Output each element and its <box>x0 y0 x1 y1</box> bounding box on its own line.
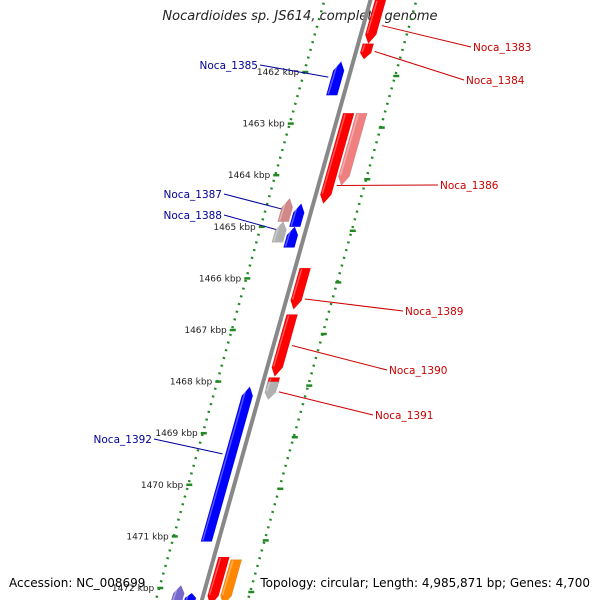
gene-label: Noca_1386 <box>440 180 499 192</box>
gene-label: Noca_1388 <box>164 210 222 222</box>
ruler-tick-label: 1466 kbp <box>199 274 242 284</box>
gene-label: Noca_1383 <box>473 42 531 54</box>
gene-noca-1383 <box>365 0 387 45</box>
gene-unlabeled-highlight <box>172 586 179 600</box>
gene-label-leader <box>153 438 223 455</box>
gene-label: Noca_1385 <box>200 60 258 72</box>
gene-noca-1392 <box>200 386 254 542</box>
gene-unlabeled-highlight <box>221 560 234 596</box>
gene-noca-1386-highlight <box>321 114 346 194</box>
gene-unlabeled <box>271 221 287 243</box>
gene-unlabeled <box>338 113 368 187</box>
gene-label: Noca_1389 <box>405 306 463 318</box>
gene-noca-1391 <box>264 381 280 401</box>
gene-unlabeled-highlight <box>208 557 222 596</box>
ruler-tick-label: 1463 kbp <box>242 120 285 130</box>
genome-info-text: Topology: circular; Length: 4,985,871 bp… <box>260 576 590 590</box>
gene-label: Noca_1390 <box>389 365 447 377</box>
gene-label-leader <box>278 391 374 416</box>
gene-label: Noca_1392 <box>94 434 152 446</box>
gene-noca-1388-highlight <box>284 227 292 247</box>
gene-noca-1385-highlight <box>327 62 339 95</box>
gene-noca-1387-highlight <box>290 204 299 227</box>
gene-unlabeled <box>220 559 243 600</box>
gene-label-leader <box>223 214 285 233</box>
gene-label: Noca_1384 <box>466 75 525 87</box>
gene-noca-1384 <box>359 43 375 60</box>
ruler-tick-label: 1464 kbp <box>228 171 271 181</box>
gene-unlabeled <box>171 584 185 600</box>
gene-label-leader <box>291 344 388 371</box>
gene-noca-1389-highlight <box>291 268 303 300</box>
gene-label-leader <box>374 50 465 81</box>
accession-text: Accession: NC_008699 <box>9 576 146 590</box>
gene-noca-1389 <box>290 267 311 310</box>
gene-label: Noca_1387 <box>164 189 222 201</box>
ruler-tick-label: 1468 kbp <box>170 378 213 388</box>
gene-label-leader <box>223 193 291 212</box>
ruler-tick-label: 1469 kbp <box>155 429 198 439</box>
gene-noca-1384-highlight <box>361 44 366 53</box>
gene-noca-1386 <box>320 113 355 205</box>
gene-label-leader <box>336 184 439 187</box>
gene-unlabeled-highlight <box>273 222 281 242</box>
gene-unlabeled <box>184 592 197 600</box>
ruler-dotted-line-left <box>154 0 326 600</box>
gene-unlabeled <box>207 556 230 600</box>
gene-unlabeled-highlight <box>185 593 190 600</box>
gene-label-leader <box>259 64 329 78</box>
gene-noca-1385 <box>325 61 345 96</box>
gene-label-leader <box>304 298 404 312</box>
ruler-tick-label: 1472 kbp <box>112 584 155 594</box>
gene-noca-1392-highlight <box>202 387 248 541</box>
ruler-tick-label: 1462 kbp <box>257 68 300 78</box>
gene-unlabeled-highlight <box>339 114 359 176</box>
gene-label: Noca_1391 <box>375 410 433 422</box>
gene-noca-1391-highlight <box>266 382 271 392</box>
ruler-tick-label: 1467 kbp <box>184 326 227 336</box>
ruler-tick-label: 1465 kbp <box>213 223 256 233</box>
ruler-tick-label: 1471 kbp <box>126 532 169 542</box>
gene-noca-1390 <box>271 314 298 377</box>
gene-unlabeled-highlight <box>279 199 287 221</box>
genome-backbone <box>199 0 373 600</box>
gene-noca-1390-highlight <box>273 315 290 367</box>
ruler-dotted-line-right <box>246 0 418 600</box>
gene-label-leader <box>381 25 472 48</box>
gene-noca-1383-highlight <box>366 0 378 34</box>
ruler-tick-label: 1470 kbp <box>141 481 184 491</box>
gene-noca-1388 <box>283 226 299 248</box>
